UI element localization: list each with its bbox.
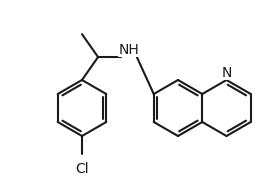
Text: NH: NH	[119, 43, 139, 57]
Text: N: N	[221, 66, 232, 80]
Text: Cl: Cl	[75, 162, 89, 176]
